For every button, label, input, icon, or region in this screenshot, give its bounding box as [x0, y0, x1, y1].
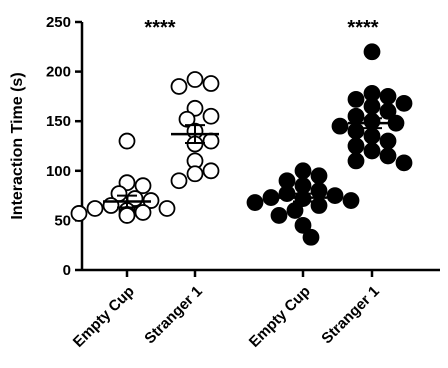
data-point — [379, 88, 397, 105]
data-point — [379, 132, 397, 150]
data-point — [286, 202, 304, 219]
data-point — [262, 189, 280, 206]
y-tick-label: 200 — [46, 64, 71, 81]
y-tick-label: 0 — [63, 262, 71, 279]
data-point — [379, 102, 397, 120]
data-point — [270, 207, 288, 224]
axes — [80, 22, 440, 277]
data-point — [310, 182, 328, 200]
data-point — [294, 216, 312, 234]
data-point — [134, 177, 152, 195]
data-point — [395, 94, 413, 112]
x-tick-label: Stranger 1 — [141, 283, 205, 347]
y-ticks: 0 50 100 150 200 250 — [46, 14, 82, 279]
data-points — [70, 43, 413, 246]
data-point — [347, 90, 365, 108]
x-tick-label: Empty Cup — [246, 283, 314, 351]
data-point — [202, 132, 220, 150]
y-axis-label: Interaction Time (s) — [9, 72, 26, 219]
data-point — [347, 107, 365, 125]
data-point — [363, 97, 381, 115]
y-tick-label: 150 — [46, 113, 71, 130]
data-point — [294, 162, 312, 180]
significance-label: **** — [347, 17, 378, 39]
data-point — [202, 107, 220, 125]
data-point — [310, 197, 328, 214]
data-point — [331, 117, 349, 135]
data-point — [118, 207, 136, 224]
data-point — [170, 78, 188, 95]
y-tick-label: 250 — [46, 14, 71, 31]
data-point — [310, 167, 328, 185]
data-point — [86, 200, 104, 217]
x-labels: Empty Cup Stranger 1 Empty Cup Stranger 1 — [70, 283, 383, 351]
x-tick-label: Empty Cup — [70, 283, 138, 351]
data-point — [326, 187, 344, 205]
data-point — [202, 75, 220, 92]
data-point — [379, 147, 397, 165]
data-point — [347, 152, 365, 170]
data-point — [134, 204, 152, 221]
data-point — [347, 137, 365, 155]
data-point — [202, 162, 220, 180]
data-point — [363, 127, 381, 145]
significance-markers: **** **** — [144, 17, 378, 39]
y-tick-label: 50 — [54, 212, 71, 229]
data-point — [342, 192, 360, 209]
mean-bars — [103, 117, 396, 209]
data-point — [70, 205, 88, 222]
data-point — [246, 194, 264, 211]
data-point — [395, 154, 413, 172]
y-tick-label: 100 — [46, 163, 71, 180]
data-point — [363, 142, 381, 160]
data-point — [178, 110, 196, 128]
data-point — [278, 185, 296, 203]
data-point — [118, 132, 136, 150]
x-tick-label: Stranger 1 — [318, 283, 382, 347]
significance-label: **** — [144, 17, 175, 39]
data-point — [302, 228, 320, 246]
data-point — [158, 200, 176, 217]
data-point — [102, 197, 120, 214]
data-point — [363, 43, 381, 61]
data-point — [186, 165, 204, 183]
data-point — [186, 71, 204, 88]
data-point — [347, 122, 365, 140]
data-point — [170, 172, 188, 190]
